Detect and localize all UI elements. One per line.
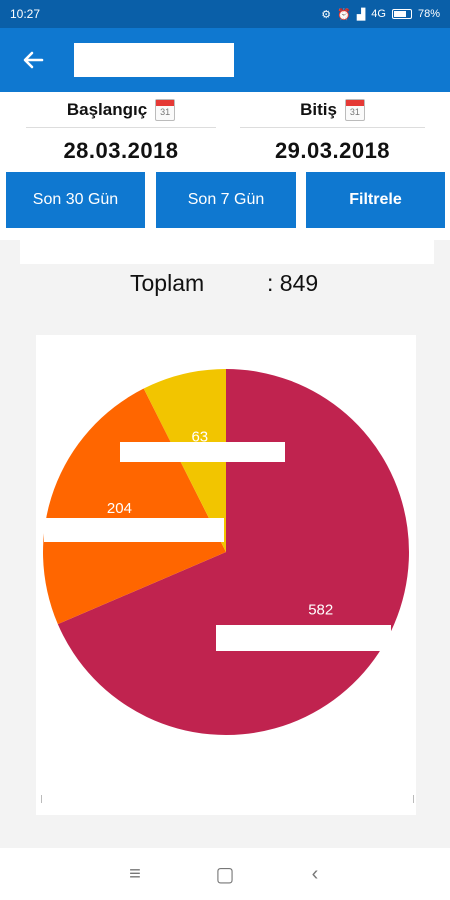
back-nav-icon[interactable]: ‹ [311, 862, 319, 885]
filter-buttons: Son 30 Gün Son 7 Gün Filtrele [0, 172, 450, 228]
status-time: 10:27 [10, 7, 41, 21]
slice-label-box [216, 625, 391, 651]
arrow-left-icon [23, 51, 44, 69]
total-label: Toplam [130, 269, 205, 296]
menu-icon[interactable]: ≡ [129, 862, 141, 885]
start-date-field[interactable]: Başlangıç 31 28.03.2018 [26, 92, 216, 164]
status-bar: 10:27 ⚙ ⏰ ▟ 4G 78% [0, 0, 450, 28]
slice-label-box [44, 518, 224, 542]
page-title [74, 43, 234, 77]
end-date-value[interactable]: 29.03.2018 [274, 138, 391, 163]
back-button[interactable] [0, 28, 66, 92]
battery-icon [391, 9, 412, 19]
system-nav-bar: ≡ ▢ ‹ [0, 848, 450, 900]
status-icons: ⚙ ⏰ ▟ 4G 78% [321, 8, 440, 21]
end-date-field[interactable]: Bitiş 31 29.03.2018 [240, 92, 425, 164]
total-summary: Toplam : 849 [0, 264, 450, 302]
signal-icon: ▟ [356, 8, 366, 21]
pie-slice-204[interactable] [42, 388, 226, 625]
settings-icon: ⚙ [321, 8, 332, 21]
slice-value-label: 582 [308, 601, 333, 618]
calendar-icon[interactable]: 31 [155, 98, 176, 121]
last-7-days-button[interactable]: Son 7 Gün [156, 172, 296, 228]
slice-label-box [120, 442, 285, 462]
home-icon[interactable]: ▢ [215, 863, 235, 886]
total-value: : 849 [267, 269, 319, 296]
calendar-icon[interactable]: 31 [344, 98, 365, 121]
pie-chart-card: 582 204 63 [36, 335, 416, 815]
battery-percent: 78% [417, 8, 440, 20]
network-type: 4G [371, 8, 386, 20]
end-date-label: Bitiş [300, 99, 337, 119]
filter-button[interactable]: Filtrele [306, 172, 445, 228]
start-date-label: Başlangıç [66, 99, 148, 119]
last-30-days-button[interactable]: Son 30 Gün [6, 172, 145, 228]
alarm-icon: ⏰ [337, 8, 351, 21]
slice-value-label: 204 [107, 500, 132, 517]
spacer-strip [20, 240, 434, 264]
pie-chart[interactable]: 582 204 63 [36, 335, 416, 815]
app-bar [0, 28, 450, 92]
start-date-value[interactable]: 28.03.2018 [63, 138, 179, 163]
slice-value-label: 63 [191, 429, 208, 446]
